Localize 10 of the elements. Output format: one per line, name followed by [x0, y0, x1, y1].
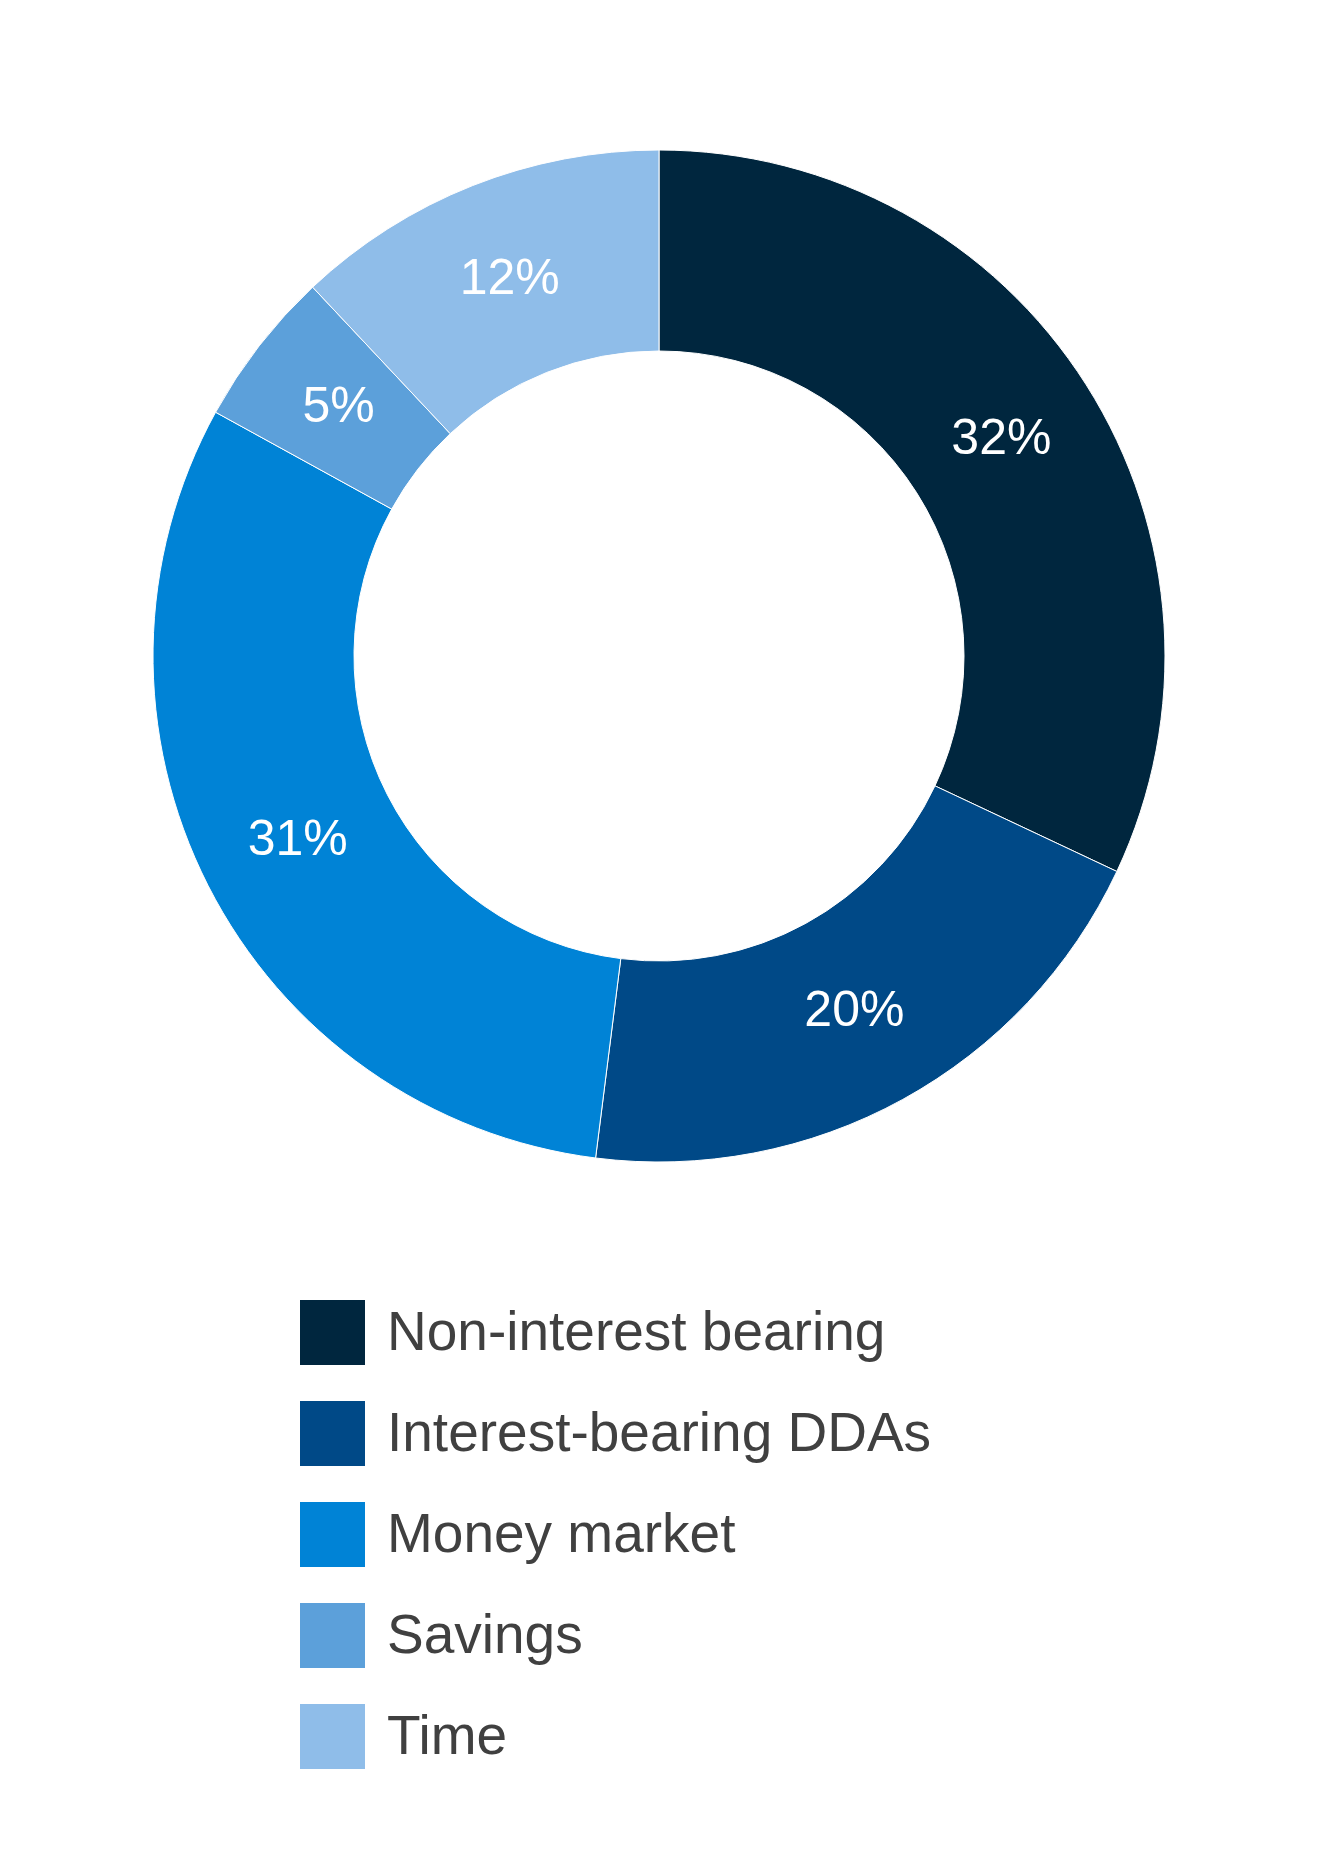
legend-label: Time — [387, 1703, 508, 1766]
data-label: 31% — [247, 810, 348, 867]
data-label: 12% — [459, 248, 560, 305]
legend-label: Non-interest bearing — [387, 1299, 886, 1362]
legend-label: Interest-bearing DDAs — [387, 1400, 932, 1463]
legend-label: Money market — [387, 1501, 736, 1564]
data-label: 32% — [951, 408, 1052, 465]
legend-label: Savings — [387, 1602, 583, 1665]
data-label: 5% — [302, 377, 375, 434]
data-label: 20% — [804, 981, 905, 1038]
